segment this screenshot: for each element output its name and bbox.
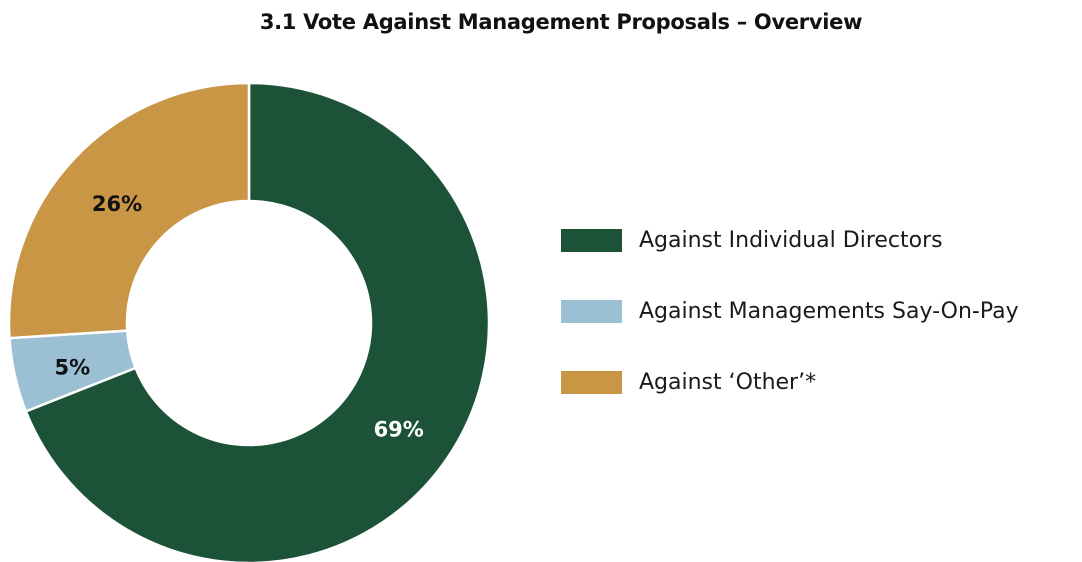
slice-label-say-on-pay: 5% <box>55 355 91 379</box>
legend-swatch-say-on-pay <box>561 299 622 323</box>
legend-item-other: Against ‘Other’* <box>561 364 1082 400</box>
legend-item-individual-directors: Against Individual Directors <box>561 222 1082 258</box>
legend-swatch-other <box>561 370 622 394</box>
slice-label-other: 26% <box>92 192 142 216</box>
legend: Against Individual Directors Against Man… <box>561 222 1082 435</box>
legend-swatch-individual-directors <box>561 228 622 252</box>
slice-individual-directors <box>24 81 491 562</box>
legend-label-individual-directors: Against Individual Directors <box>639 227 943 253</box>
legend-label-say-on-pay: Against Managements Say-On-Pay <box>639 298 1019 324</box>
legend-label-other: Against ‘Other’* <box>639 369 817 395</box>
slice-label-individual-directors: 69% <box>374 418 424 442</box>
chart-title: 3.1 Vote Against Management Proposals – … <box>259 10 863 34</box>
donut-chart: 69% 5% 26% <box>7 81 491 562</box>
slice-other <box>7 81 251 340</box>
legend-item-say-on-pay: Against Managements Say-On-Pay <box>561 293 1082 329</box>
